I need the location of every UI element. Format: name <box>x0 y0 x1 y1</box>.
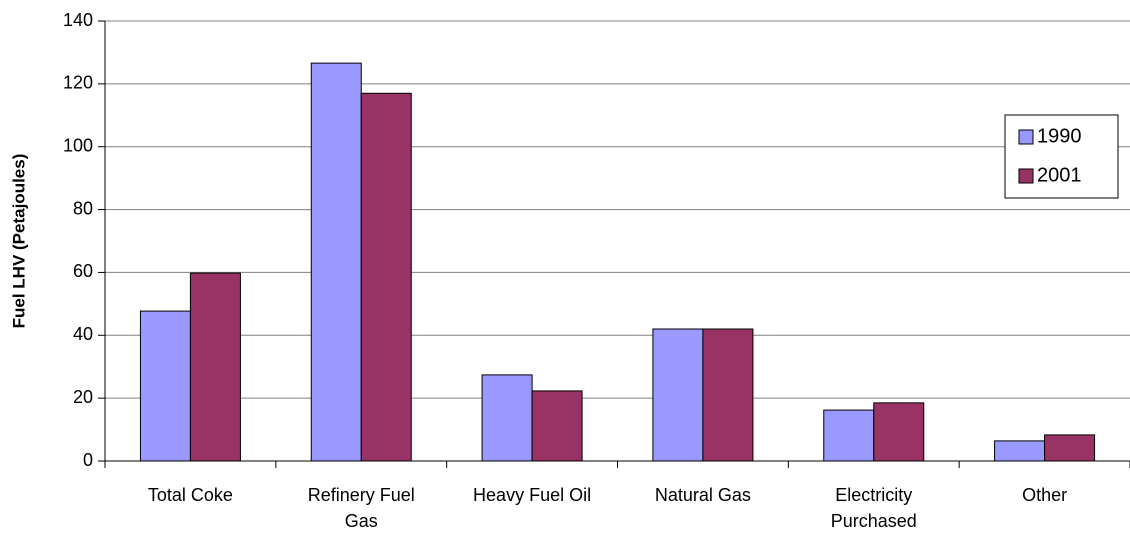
x-tick-label: Other <box>1022 485 1067 505</box>
legend-swatch <box>1018 129 1034 145</box>
legend-label: 2001 <box>1037 164 1082 186</box>
bar <box>531 390 583 462</box>
x-tick-label: Electricity Purchased <box>831 485 917 531</box>
y-tick-label: 40 <box>73 324 93 344</box>
bar <box>360 92 412 462</box>
y-tick-label: 0 <box>83 450 93 470</box>
legend-label: 1990 <box>1037 125 1082 147</box>
bar <box>702 328 754 462</box>
bar <box>873 402 925 462</box>
y-axis-label: Fuel LHV (Petajoules) <box>9 154 28 329</box>
x-tick-label: Natural Gas <box>655 485 751 505</box>
y-tick-label: 60 <box>73 261 93 281</box>
legend-box <box>1004 114 1119 199</box>
bar <box>310 62 362 462</box>
x-tick-label: Heavy Fuel Oil <box>473 485 591 505</box>
bar <box>189 272 241 462</box>
y-tick-label: 80 <box>73 198 93 218</box>
bar <box>652 328 704 462</box>
x-tick-label: Refinery Fuel Gas <box>308 485 415 531</box>
bar <box>1044 434 1096 462</box>
bar <box>139 310 191 462</box>
legend-swatch <box>1018 168 1034 184</box>
y-tick-label: 140 <box>63 10 93 30</box>
y-tick-label: 20 <box>73 387 93 407</box>
y-tick-label: 120 <box>63 73 93 93</box>
bar <box>823 409 875 462</box>
y-tick-label: 100 <box>63 135 93 155</box>
bar <box>481 374 533 462</box>
bar <box>994 440 1046 462</box>
x-tick-label: Total Coke <box>148 485 233 505</box>
